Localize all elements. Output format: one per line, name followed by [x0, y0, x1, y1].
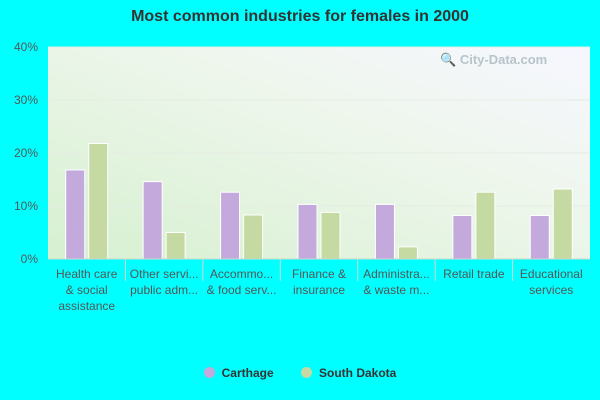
x-tick-label: Other servi...	[130, 267, 199, 281]
y-tick-label: 40%	[14, 40, 38, 54]
legend-item-carthage: Carthage	[203, 366, 274, 380]
x-tick-label: Finance &	[292, 267, 346, 281]
chart-title: Most common industries for females in 20…	[131, 8, 469, 25]
x-tick-label: assistance	[58, 299, 115, 313]
bar-carthage[interactable]	[142, 181, 163, 260]
x-tick-label: public adm...	[130, 283, 198, 297]
x-tick-label: insurance	[293, 283, 345, 297]
legend-label-carthage: Carthage	[221, 366, 274, 380]
legend-item-south-dakota: South Dakota	[301, 366, 396, 380]
x-tick-label: & waste m...	[363, 283, 429, 297]
legend-swatch-carthage	[203, 367, 215, 378]
y-tick-label: 0%	[21, 252, 39, 266]
bar-south-dakota[interactable]	[397, 246, 418, 260]
bar-carthage[interactable]	[529, 215, 550, 260]
bar-carthage[interactable]	[297, 203, 318, 260]
magnifier-icon: 🔍	[440, 52, 457, 67]
watermark-text: City-Data.com	[459, 52, 548, 67]
legend-swatch-south-dakota	[301, 367, 312, 378]
x-tick-label: Health care	[56, 267, 118, 281]
bar-south-dakota[interactable]	[165, 232, 186, 260]
bar-south-dakota[interactable]	[88, 142, 109, 260]
bar-south-dakota[interactable]	[320, 211, 341, 260]
bar-south-dakota[interactable]	[475, 191, 496, 260]
y-tick-label: 30%	[14, 93, 38, 107]
x-tick-label: Educational	[520, 267, 583, 281]
x-tick-label: services	[529, 283, 573, 297]
y-tick-label: 20%	[14, 146, 38, 160]
bar-south-dakota[interactable]	[243, 214, 264, 260]
bar-south-dakota[interactable]	[552, 188, 573, 260]
x-tick-label: Accommo...	[210, 267, 273, 281]
legend-label-south-dakota: South Dakota	[319, 366, 397, 380]
bar-carthage[interactable]	[452, 215, 473, 260]
bar-carthage[interactable]	[65, 169, 86, 260]
bar-carthage[interactable]	[374, 203, 395, 260]
bar-carthage[interactable]	[220, 191, 241, 260]
x-tick-label: Administra...	[363, 267, 430, 281]
watermark: 🔍 City-Data.com	[440, 52, 547, 68]
y-tick-label: 10%	[14, 199, 38, 213]
x-tick-label: & food serv...	[207, 283, 277, 297]
x-tick-label: & social	[66, 283, 108, 297]
x-tick-label: Retail trade	[443, 267, 505, 281]
legend: Carthage South Dakota	[0, 366, 600, 380]
